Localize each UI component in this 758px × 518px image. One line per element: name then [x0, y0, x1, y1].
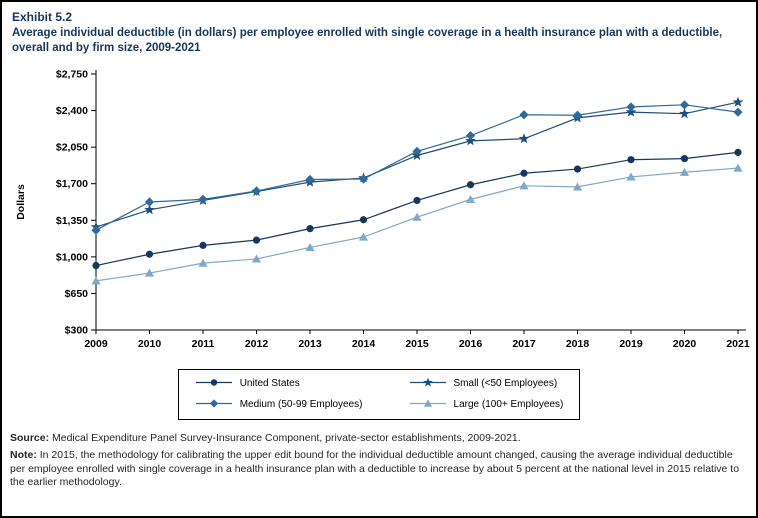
svg-text:2014: 2014 — [352, 338, 376, 350]
svg-text:$1,700: $1,700 — [56, 178, 88, 190]
svg-text:$300: $300 — [65, 324, 89, 336]
svg-text:$1,350: $1,350 — [56, 215, 88, 227]
svg-text:2017: 2017 — [512, 338, 536, 350]
source-text: Medical Expenditure Panel Survey-Insuran… — [49, 431, 521, 444]
chart-title: Average individual deductible (in dollar… — [12, 27, 723, 54]
star-marker-icon — [409, 376, 447, 392]
source-note: Source: Medical Expenditure Panel Survey… — [10, 432, 748, 445]
note-text: In 2015, the methodology for calibrating… — [10, 449, 740, 489]
line-chart: $300 $650 $1,000 $1,350 $1,700 $2,050 $2,400 $2… — [15, 68, 750, 350]
svg-text:$2,050: $2,050 — [56, 142, 88, 154]
svg-text:$650: $650 — [65, 288, 89, 300]
svg-text:2019: 2019 — [619, 338, 643, 350]
footer-notes: Source: Medical Expenditure Panel Survey… — [10, 432, 748, 490]
circle-marker-icon — [195, 376, 233, 392]
svg-text:2013: 2013 — [298, 338, 322, 350]
title-block: Exhibit 5.2 Average individual deductibl… — [12, 10, 746, 56]
legend-label: Small (<50 Employees) — [453, 378, 558, 390]
svg-text:$1,000: $1,000 — [56, 251, 88, 263]
svg-text:2011: 2011 — [192, 338, 215, 350]
source-label: Source: — [10, 431, 50, 444]
legend-label: Large (100+ Employees) — [453, 399, 564, 411]
legend-item-large: Large (100+ Employees) — [409, 397, 564, 413]
legend-item-small: Small (<50 Employees) — [409, 376, 564, 392]
svg-text:2020: 2020 — [673, 338, 697, 350]
svg-text:Dollars: Dollars — [15, 184, 27, 220]
svg-text:2009: 2009 — [84, 338, 108, 350]
svg-text:2010: 2010 — [138, 338, 162, 350]
exhibit-number: Exhibit 5.2 — [12, 10, 73, 24]
legend-item-united-states: United States — [195, 376, 363, 392]
note-label: Note: — [10, 449, 37, 462]
methodology-note: Note: In 2015, the methodology for calib… — [10, 449, 748, 489]
chart-legend: United States Small (<50 Employees) Medi… — [177, 368, 581, 420]
svg-text:2012: 2012 — [245, 338, 269, 350]
legend-item-medium: Medium (50-99 Employees) — [195, 397, 363, 413]
svg-text:2021: 2021 — [726, 338, 750, 350]
svg-text:$2,400: $2,400 — [56, 105, 88, 117]
svg-text:$2,750: $2,750 — [56, 68, 88, 80]
triangle-marker-icon — [409, 397, 447, 413]
diamond-marker-icon — [195, 397, 233, 413]
legend-label: Medium (50-99 Employees) — [239, 399, 363, 411]
svg-text:2018: 2018 — [566, 338, 590, 350]
svg-text:2016: 2016 — [459, 338, 483, 350]
legend-label: United States — [239, 378, 300, 390]
svg-text:2015: 2015 — [405, 338, 429, 350]
chart-area: $300 $650 $1,000 $1,350 $1,700 $2,050 $2,400 $2… — [10, 58, 750, 363]
